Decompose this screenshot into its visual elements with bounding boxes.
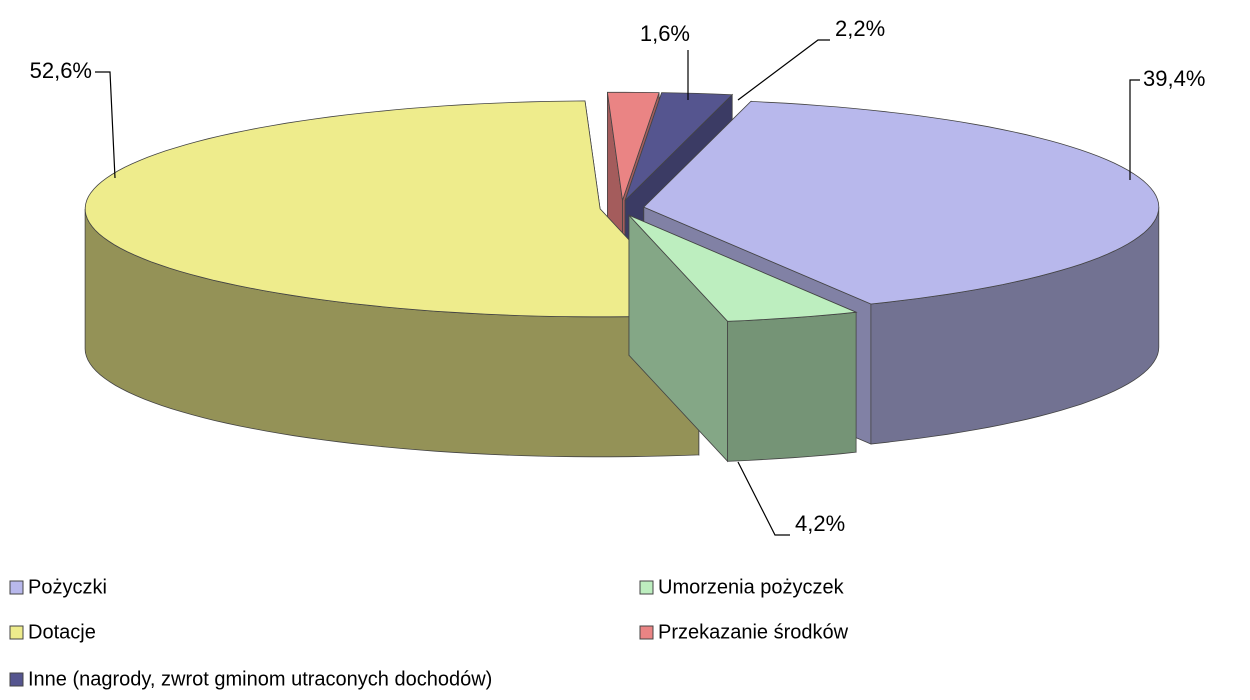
- leader-line: [95, 71, 116, 179]
- legend: Pożyczki Umorzenia pożyczek Dotacje Przekaz…: [9, 576, 849, 690]
- slice-side: [727, 311, 857, 462]
- legend-label: Dotacje: [28, 621, 96, 643]
- legend-swatch: [639, 580, 654, 595]
- legend-swatch: [9, 580, 24, 595]
- legend-label: Inne (nagrody, zwrot gminom utraconych d…: [28, 668, 492, 690]
- slice: [606, 91, 660, 201]
- leader-line: [737, 39, 830, 101]
- leader-line: [737, 461, 790, 536]
- slice: [624, 92, 734, 201]
- legend-swatch: [9, 625, 24, 640]
- data-label: 1,6%: [640, 21, 690, 46]
- legend-swatch: [639, 625, 654, 640]
- data-label: 4,2%: [795, 511, 845, 536]
- data-label: 52,6%: [30, 58, 92, 83]
- legend-label: Pożyczki: [28, 576, 107, 598]
- pie: [84, 91, 1160, 463]
- data-label: 39,4%: [1143, 66, 1205, 91]
- slice: [643, 100, 1160, 305]
- legend-label: Przekazanie środków: [658, 621, 849, 643]
- leader-line: [1129, 79, 1140, 180]
- legend-swatch: [9, 672, 24, 687]
- slice: [84, 100, 700, 318]
- slice: [628, 214, 858, 322]
- legend-label: Umorzenia pożyczek: [658, 576, 845, 598]
- data-label: 2,2%: [835, 16, 885, 41]
